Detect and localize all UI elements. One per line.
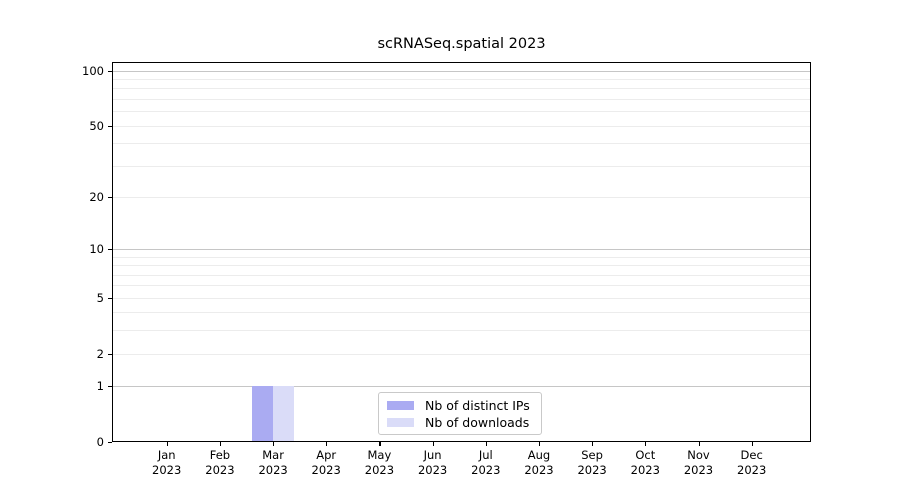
x-tick-month: Aug <box>527 448 551 462</box>
legend-item: Nb of downloads <box>387 414 533 431</box>
minor-gridline <box>112 78 811 80</box>
legend-label: Nb of downloads <box>425 414 530 430</box>
minor-gridline <box>112 111 811 113</box>
y-tick-label: 20 <box>89 189 104 204</box>
legend-swatch <box>387 417 414 427</box>
x-tick-label: Nov 2023 <box>672 448 726 478</box>
x-tick-label: Jun 2023 <box>406 448 460 478</box>
x-tick-month: Sep <box>581 448 603 462</box>
minor-gridline <box>112 297 811 299</box>
x-tick-label: Feb 2023 <box>193 448 247 478</box>
y-tick <box>108 196 112 199</box>
minor-gridline <box>112 165 811 167</box>
x-tick-label: Aug 2023 <box>512 448 566 478</box>
x-tick-month: May <box>367 448 392 462</box>
legend-swatch <box>387 400 414 410</box>
x-tick-month: Jun <box>423 448 442 462</box>
x-tick-label: Dec 2023 <box>725 448 779 478</box>
minor-gridline <box>112 256 811 258</box>
x-tick-month: Apr <box>316 448 337 462</box>
x-tick-month: Jan <box>157 448 176 462</box>
x-tick-label: Apr 2023 <box>299 448 353 478</box>
major-gridline <box>112 70 811 72</box>
minor-gridline <box>112 143 811 145</box>
plot-area <box>112 62 811 442</box>
x-tick-label: Jul 2023 <box>459 448 513 478</box>
x-tick-year: 2023 <box>417 463 448 477</box>
x-tick <box>379 442 381 446</box>
y-tick <box>108 70 112 72</box>
minor-gridline <box>112 285 811 287</box>
x-tick-label: Jan 2023 <box>140 448 194 478</box>
legend-item: Nb of distinct IPs <box>387 397 533 414</box>
minor-gridline <box>112 125 811 127</box>
bar-nb-of-downloads-mar <box>273 386 295 442</box>
x-tick-year: 2023 <box>737 463 767 477</box>
x-tick-label: Oct 2023 <box>618 448 672 478</box>
x-tick-year: 2023 <box>630 463 660 477</box>
x-tick <box>645 442 647 446</box>
y-tick <box>108 442 112 444</box>
chart-title: scRNASeq.spatial 2023 <box>377 36 546 52</box>
x-tick <box>166 442 168 446</box>
x-tick-year: 2023 <box>258 463 288 477</box>
y-tick-label: 0 <box>96 435 104 449</box>
x-tick-year: 2023 <box>364 463 395 477</box>
minor-gridline <box>112 274 811 276</box>
x-tick <box>326 442 328 446</box>
x-tick-year: 2023 <box>311 463 341 477</box>
x-tick-year: 2023 <box>471 463 501 477</box>
y-tick <box>108 386 112 388</box>
x-tick <box>485 442 487 446</box>
x-tick-year: 2023 <box>524 463 554 477</box>
x-tick-label: May 2023 <box>352 448 406 478</box>
x-tick-year: 2023 <box>205 463 235 477</box>
x-tick-month: Feb <box>209 448 231 462</box>
y-tick-label: 10 <box>89 242 104 256</box>
y-tick-label: 50 <box>89 118 104 133</box>
y-tick <box>108 297 112 299</box>
x-tick-year: 2023 <box>577 463 607 477</box>
minor-gridline <box>112 88 811 90</box>
minor-gridline <box>112 196 811 198</box>
x-tick <box>698 442 700 446</box>
x-tick <box>273 442 275 446</box>
x-tick <box>432 442 434 446</box>
major-gridline <box>112 386 811 388</box>
minor-gridline <box>112 98 811 100</box>
minor-gridline <box>112 265 811 267</box>
legend: Nb of distinct IPs Nb of downloads <box>378 392 542 435</box>
x-tick-month: Dec <box>740 448 763 462</box>
x-tick <box>219 442 222 446</box>
bar-nb-of-distinct-ips-mar <box>251 386 274 442</box>
x-tick <box>539 442 541 446</box>
y-tick-label: 2 <box>96 346 104 361</box>
y-tick <box>108 249 112 251</box>
y-tick-label: 100 <box>82 63 104 78</box>
x-tick-label: Sep 2023 <box>565 448 619 478</box>
x-tick-year: 2023 <box>152 463 182 477</box>
legend-rows: Nb of distinct IPs Nb of downloads <box>387 397 533 431</box>
y-tick-label: 5 <box>96 290 104 305</box>
x-tick-label: Mar 2023 <box>246 448 300 478</box>
x-tick <box>592 442 594 446</box>
minor-gridline <box>112 353 811 355</box>
y-tick <box>108 125 112 127</box>
y-tick-label: 1 <box>96 379 104 394</box>
x-tick-month: Mar <box>262 448 284 462</box>
minor-gridline <box>112 312 811 314</box>
y-tick <box>108 353 112 355</box>
legend-label: Nb of distinct IPs <box>425 397 530 413</box>
x-tick-month: Oct <box>635 448 656 462</box>
major-gridline <box>112 249 811 250</box>
x-tick-month: Nov <box>687 448 710 462</box>
x-tick-year: 2023 <box>683 463 714 477</box>
minor-gridline <box>112 330 811 332</box>
x-tick-month: Jul <box>478 448 493 462</box>
x-tick <box>751 442 753 446</box>
